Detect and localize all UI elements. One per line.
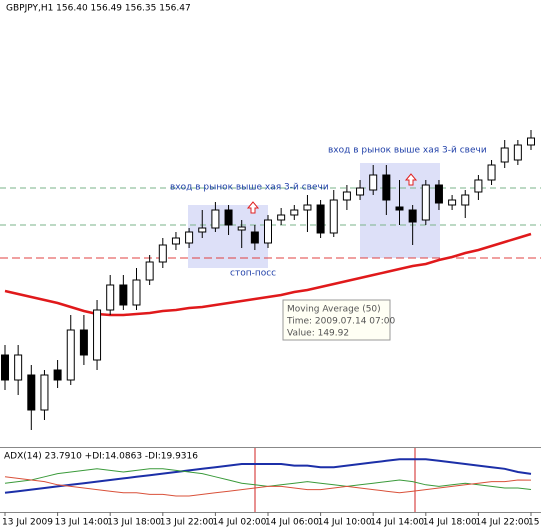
tooltip-line: Value: 149.92 [287,329,349,339]
annotation: стоп-посс [230,269,276,279]
candle-body [14,354,23,381]
candle-body [106,284,115,311]
candle-body [356,187,365,196]
candle-body [434,184,443,204]
candle-body [211,209,220,229]
candle-body [40,374,49,411]
candle-body [145,261,154,281]
candle-body [264,219,272,244]
x-tick-label: 14 Jul 22:00 [475,518,529,528]
candle-body [1,354,9,381]
candle-body [119,284,128,306]
candle-body [448,199,457,206]
candle-body [303,204,312,211]
arrow-up [404,173,418,186]
candle-body [237,226,246,231]
candle-body [250,231,259,244]
candle-body [185,231,194,244]
candle-body [474,179,483,193]
candle-body [27,374,36,411]
chart-title: GBPJPY,H1 156.40 156.49 156.35 156.47 [6,4,191,14]
indicator-line [4,476,532,497]
candle-body [198,227,207,233]
tooltip-box [282,299,391,341]
x-tick-label: 13 Jul 22:00 [160,518,214,528]
annotation: вход в рынок выше хая 3-й свечи [170,183,329,193]
candle-body [513,144,522,161]
candle-body [408,209,417,223]
x-tick-label: 14 Jul 14:00 [370,518,424,528]
candle-body [158,244,167,263]
candle-body [290,209,299,216]
tooltip: Moving Average (50) Time: 2009.07.14 07:… [282,299,396,341]
tooltip-line: Moving Average (50) [287,305,381,315]
candle-body [342,191,351,201]
candle-body [53,369,62,381]
x-tick-label: 14 Jul 18:00 [423,518,477,528]
indicator-line [4,458,532,494]
indicator-title: ADX(14) 23.7910 +DI:14.0863 -DI:19.9316 [4,452,198,462]
candle-body [171,237,180,245]
x-tick-label: 13 Jul 14:00 [55,518,109,528]
candle-body [224,209,233,226]
candle-body [132,279,141,306]
annotation: вход в рынок выше хая 3-й свечи [328,146,487,156]
candle-body [316,204,325,234]
candle-body [277,214,286,221]
candle-body [500,147,509,163]
candle-body [527,137,535,146]
x-tick-label: 14 Jul 06:00 [265,518,319,528]
candle-body [369,174,378,191]
moving-average [4,232,532,317]
candle-body [93,309,102,361]
candle-body [461,194,470,206]
candle-body [79,329,88,356]
arrow-up [246,201,260,214]
candle-body [487,164,496,181]
x-tick-label: 14 Jul 10:00 [318,518,372,528]
x-tick-label: 13 Jul 2009 [2,518,53,528]
x-tick-label: 14 Jul 02:00 [212,518,266,528]
tooltip-line: Time: 2009.07.14 07:00 [286,317,396,327]
candle-body [382,174,391,201]
candle-body [329,199,338,234]
candle-body [66,329,75,381]
candle-body [395,206,404,211]
candle-body [421,184,430,221]
x-tick-label: 15 Jul 02:00 [528,518,541,528]
x-tick-label: 13 Jul 18:00 [107,518,161,528]
